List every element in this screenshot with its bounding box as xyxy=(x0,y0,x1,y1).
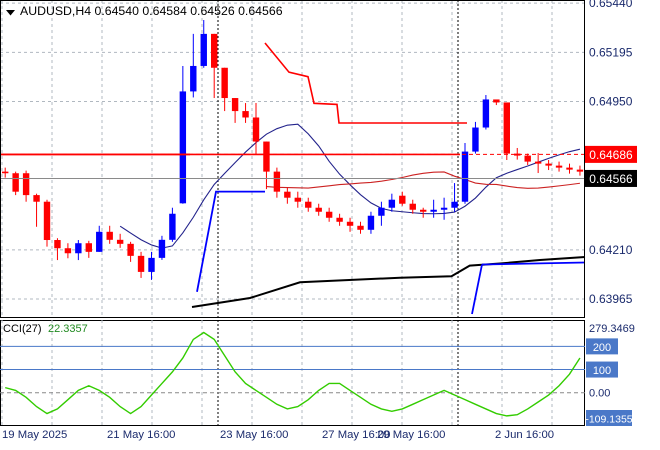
svg-text:0.64686: 0.64686 xyxy=(589,148,633,162)
svg-text:0.64566: 0.64566 xyxy=(589,172,633,186)
svg-text:CCI(27): CCI(27) xyxy=(3,323,42,335)
svg-text:19 May 2025: 19 May 2025 xyxy=(2,429,67,441)
svg-text:2 Jun 16:00: 2 Jun 16:00 xyxy=(495,429,554,441)
svg-text:-109.1355: -109.1355 xyxy=(585,414,632,426)
svg-text:0.64210: 0.64210 xyxy=(589,243,633,257)
svg-text:200: 200 xyxy=(593,342,611,354)
svg-text:23 May 16:00: 23 May 16:00 xyxy=(220,429,288,441)
svg-text:0.65440: 0.65440 xyxy=(589,0,633,10)
svg-text:0.65195: 0.65195 xyxy=(589,45,633,59)
svg-text:22.3357: 22.3357 xyxy=(48,323,88,335)
svg-text:AUDUSD,H4 0.64540 0.64584 0.: AUDUSD,H4 0.64540 0.64584 0.64526 0.6456… xyxy=(20,4,283,18)
svg-text:21 May 16:00: 21 May 16:00 xyxy=(107,429,175,441)
svg-text:100: 100 xyxy=(593,365,611,377)
svg-text:29 May 16:00: 29 May 16:00 xyxy=(377,429,445,441)
svg-text:0.64950: 0.64950 xyxy=(589,94,633,108)
svg-text:279.3469: 279.3469 xyxy=(589,323,635,335)
svg-text:0.63965: 0.63965 xyxy=(589,292,633,306)
svg-text:0.00: 0.00 xyxy=(589,388,610,400)
